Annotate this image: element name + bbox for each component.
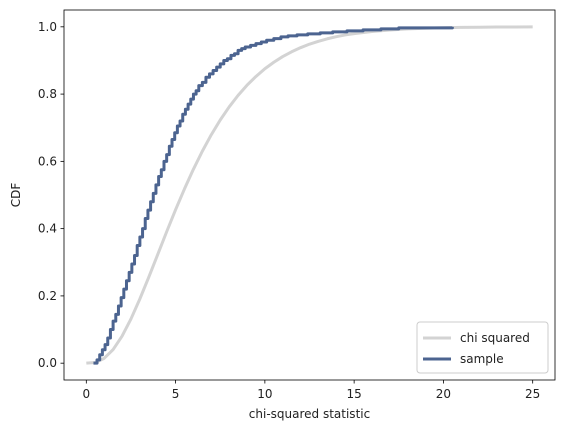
x-tick-label: 25 (525, 387, 540, 401)
plot-area: 0 5 10 15 20 25 0.0 0.2 0.4 0.6 0.8 1.0 (38, 9, 556, 401)
y-tick-label: 0.0 (38, 356, 57, 370)
legend: chi squared sample (416, 321, 549, 374)
x-axis-label: chi-squared statistic (249, 407, 370, 421)
legend-label-chi-squared: chi squared (460, 331, 530, 345)
series-line-sample (93, 26, 454, 365)
legend-label-sample: sample (460, 352, 504, 366)
x-tick-label: 0 (82, 387, 90, 401)
x-tick-label: 20 (436, 387, 451, 401)
x-tick-label: 15 (346, 387, 361, 401)
y-tick-label: 0.4 (38, 222, 57, 236)
y-tick-label: 0.2 (38, 289, 57, 303)
x-tick-label: 10 (257, 387, 272, 401)
y-axis-ticks: 0.0 0.2 0.4 0.6 0.8 1.0 (38, 20, 64, 370)
x-tick-label: 5 (172, 387, 180, 401)
y-axis-label: CDF (9, 183, 23, 208)
y-tick-label: 0.6 (38, 154, 57, 168)
axes-frame (63, 9, 556, 381)
series-layer (86, 25, 533, 365)
y-tick-label: 0.8 (38, 87, 57, 101)
y-tick-label: 1.0 (38, 20, 57, 34)
x-axis-ticks: 0 5 10 15 20 25 (82, 380, 540, 401)
